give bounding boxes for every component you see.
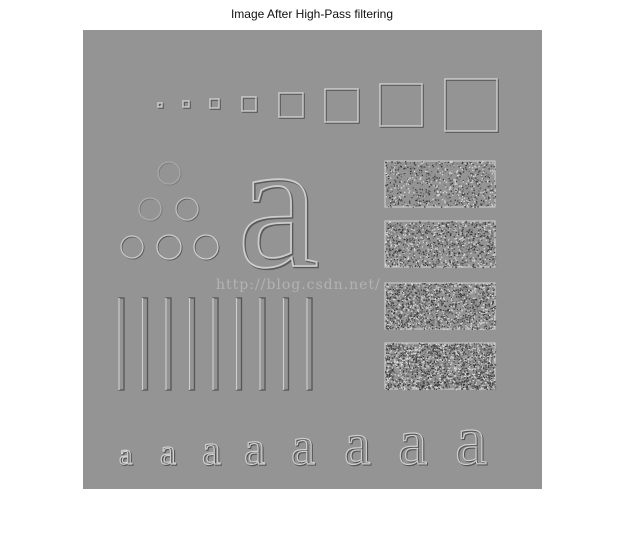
letter-3: aa (201, 427, 222, 475)
bar-3 (165, 297, 172, 391)
letter-1: aa (118, 437, 134, 472)
noise-panel-4 (384, 342, 497, 391)
square-3 (209, 98, 221, 110)
bar-9 (306, 297, 313, 391)
circle-6 (193, 234, 220, 261)
letter-7: aa (397, 405, 429, 480)
letters-row: aa aa aa aa aa aa aa aa (118, 399, 488, 481)
letter-8: aa (454, 399, 488, 481)
filtered-image-canvas: a a aa aa aa aa aa aa aa aa http://blog.csdn.ne… (118, 78, 499, 482)
bar-4 (188, 297, 196, 391)
bar-2 (141, 297, 149, 391)
circle-2 (138, 197, 163, 222)
square-7 (379, 83, 424, 128)
square-6 (324, 88, 360, 124)
circle-3 (175, 197, 200, 222)
noise-panel-1 (384, 160, 497, 209)
squares-row (157, 78, 499, 133)
large-letter-highlight: a (237, 102, 319, 307)
noise-panels (384, 160, 497, 391)
letter-5: aa (290, 415, 316, 477)
square-8 (444, 78, 499, 133)
large-letter-shadow: a (238, 103, 320, 308)
circle-5 (156, 234, 183, 261)
noise-panel-3 (384, 282, 497, 331)
vertical-bars (118, 297, 313, 391)
noise-panel-2 (384, 220, 497, 269)
circle-4 (120, 235, 145, 260)
circles-group (120, 161, 220, 261)
bar-8 (282, 297, 290, 391)
letter-6: aa (343, 410, 372, 478)
square-5 (278, 92, 305, 119)
letter-2: aa (159, 431, 177, 473)
large-letter: a a (236, 101, 321, 309)
bar-7 (259, 297, 266, 391)
square-2 (182, 100, 191, 109)
watermark: http://blog.csdn.net/ (216, 277, 381, 293)
bar-1 (118, 297, 125, 391)
square-4 (241, 96, 258, 113)
bar-5 (212, 297, 219, 391)
square-1 (157, 102, 164, 109)
letter-4: aa (243, 421, 267, 476)
figure-title: Image After High-Pass filtering (230, 7, 394, 21)
circle-1 (157, 161, 182, 186)
bar-6 (235, 297, 243, 391)
